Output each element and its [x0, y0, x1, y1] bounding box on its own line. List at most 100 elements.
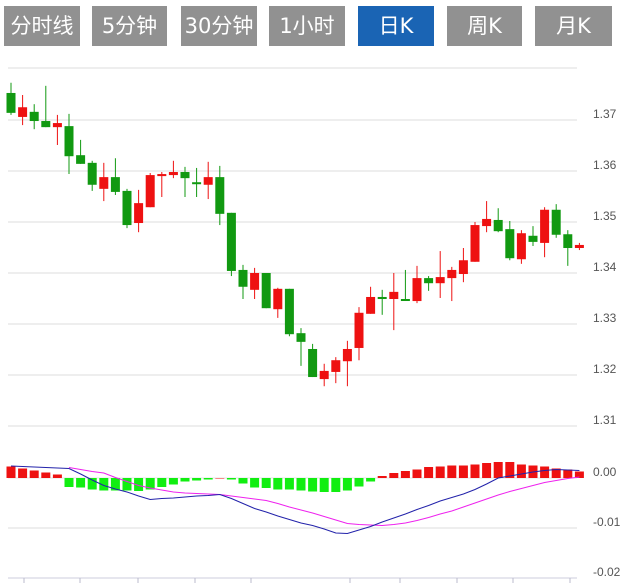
candle-body	[64, 126, 74, 157]
candle-body	[424, 278, 434, 284]
macd-histogram-bar	[18, 468, 28, 478]
candle-body	[447, 269, 457, 279]
tab-timeshare[interactable]: 分时线	[4, 6, 80, 46]
candle-body	[110, 177, 120, 192]
candle-body	[99, 177, 109, 189]
candle-body	[400, 299, 410, 302]
candle-body	[273, 288, 283, 310]
candle-body	[389, 291, 399, 300]
macd-histogram-bar	[366, 478, 376, 482]
macd-histogram-bar	[64, 478, 74, 487]
candle-body	[261, 273, 271, 309]
macd-histogram-bar	[6, 466, 16, 478]
candle-body	[87, 162, 97, 185]
candle-body	[516, 233, 526, 260]
macd-histogram-bar	[41, 472, 51, 478]
candle-body	[458, 260, 468, 275]
y-tick-label: 1.32	[593, 362, 617, 376]
macd-histogram-bar	[319, 478, 329, 492]
candle-body	[168, 172, 178, 176]
candle-body	[563, 234, 573, 249]
macd-histogram-bar	[574, 471, 584, 478]
macd-histogram-bar	[250, 478, 260, 488]
candle-body	[76, 155, 86, 164]
macd-y-tick-label: -0.01	[593, 515, 621, 529]
candle-body	[354, 312, 364, 348]
candle-body	[122, 190, 132, 226]
macd-histogram-bar	[122, 478, 132, 491]
macd-histogram-bar	[516, 464, 526, 478]
macd-histogram-bar	[273, 478, 283, 490]
period-tabs: 分时线 5分钟 30分钟 1小时 日K 周K 月K	[0, 0, 639, 50]
macd-histogram-bar	[389, 473, 399, 478]
macd-histogram-bar	[87, 478, 97, 490]
candle-body	[574, 244, 584, 249]
macd-y-tick-label: 0.00	[593, 465, 617, 479]
macd-histogram-bar	[354, 478, 364, 487]
tab-monthly-k[interactable]: 月K	[535, 6, 612, 46]
macd-histogram-bar	[505, 462, 515, 478]
macd-y-tick-label: -0.02	[593, 565, 621, 579]
y-tick-label: 1.36	[593, 158, 617, 172]
candle-body	[377, 296, 387, 300]
tab-1hour[interactable]: 1小时	[269, 6, 345, 46]
candle-body	[18, 107, 28, 117]
candle-body	[540, 209, 550, 243]
macd-histogram-bar	[540, 466, 550, 478]
macd-histogram-bar	[458, 465, 468, 478]
macd-histogram-bar	[470, 464, 480, 478]
candle-body	[203, 177, 213, 185]
macd-histogram-bar	[563, 469, 573, 478]
macd-histogram-bar	[342, 478, 352, 491]
candle-body	[551, 209, 561, 235]
macd-histogram-bar	[308, 478, 318, 492]
y-tick-label: 1.37	[593, 107, 617, 121]
candle-body	[331, 360, 341, 372]
macd-histogram-bar	[261, 478, 271, 488]
candle-body	[29, 111, 39, 122]
macd-histogram-bar	[424, 467, 434, 478]
tab-daily-k[interactable]: 日K	[358, 6, 434, 46]
candle-body	[482, 218, 492, 227]
candle-body	[412, 278, 422, 302]
candle-body	[145, 175, 155, 208]
macd-histogram-bar	[412, 469, 422, 478]
tab-weekly-k[interactable]: 周K	[447, 6, 522, 46]
candle-body	[226, 212, 236, 271]
macd-histogram-bar	[215, 478, 225, 479]
macd-histogram-bar	[99, 478, 109, 491]
candle-body	[157, 174, 167, 177]
macd-histogram-bar	[284, 478, 294, 490]
candle-body	[238, 269, 248, 287]
candle-body	[134, 203, 144, 224]
dif-line	[10, 465, 580, 535]
macd-histogram-bar	[435, 466, 445, 478]
tab-5min[interactable]: 5分钟	[92, 6, 167, 46]
macd-histogram-bar	[226, 478, 236, 480]
candle-body	[528, 235, 538, 242]
macd-histogram-bar	[203, 478, 213, 480]
macd-histogram-bar	[76, 478, 86, 488]
macd-histogram-bar	[168, 478, 178, 485]
candle-body	[470, 225, 480, 262]
tab-30min[interactable]: 30分钟	[181, 6, 257, 46]
candle-body	[284, 288, 294, 335]
macd-histogram-bar	[29, 470, 39, 478]
macd-histogram-bar	[145, 478, 155, 490]
candle-body	[52, 123, 62, 128]
candle-body	[308, 348, 318, 378]
macd-histogram-bar	[52, 474, 62, 478]
y-tick-label: 1.33	[593, 311, 617, 325]
macd-histogram-bar	[551, 468, 561, 478]
macd-histogram-bar	[377, 476, 387, 478]
y-tick-label: 1.34	[593, 260, 617, 274]
dea-line	[68, 467, 580, 527]
macd-histogram-bar	[157, 478, 167, 487]
candle-body	[435, 277, 445, 284]
candle-body	[192, 182, 202, 185]
macd-histogram-bar	[134, 478, 144, 491]
macd-histogram-bar	[400, 471, 410, 478]
candle-body	[215, 177, 225, 214]
macd-histogram-bar	[482, 463, 492, 478]
macd-histogram-bar	[493, 462, 503, 478]
